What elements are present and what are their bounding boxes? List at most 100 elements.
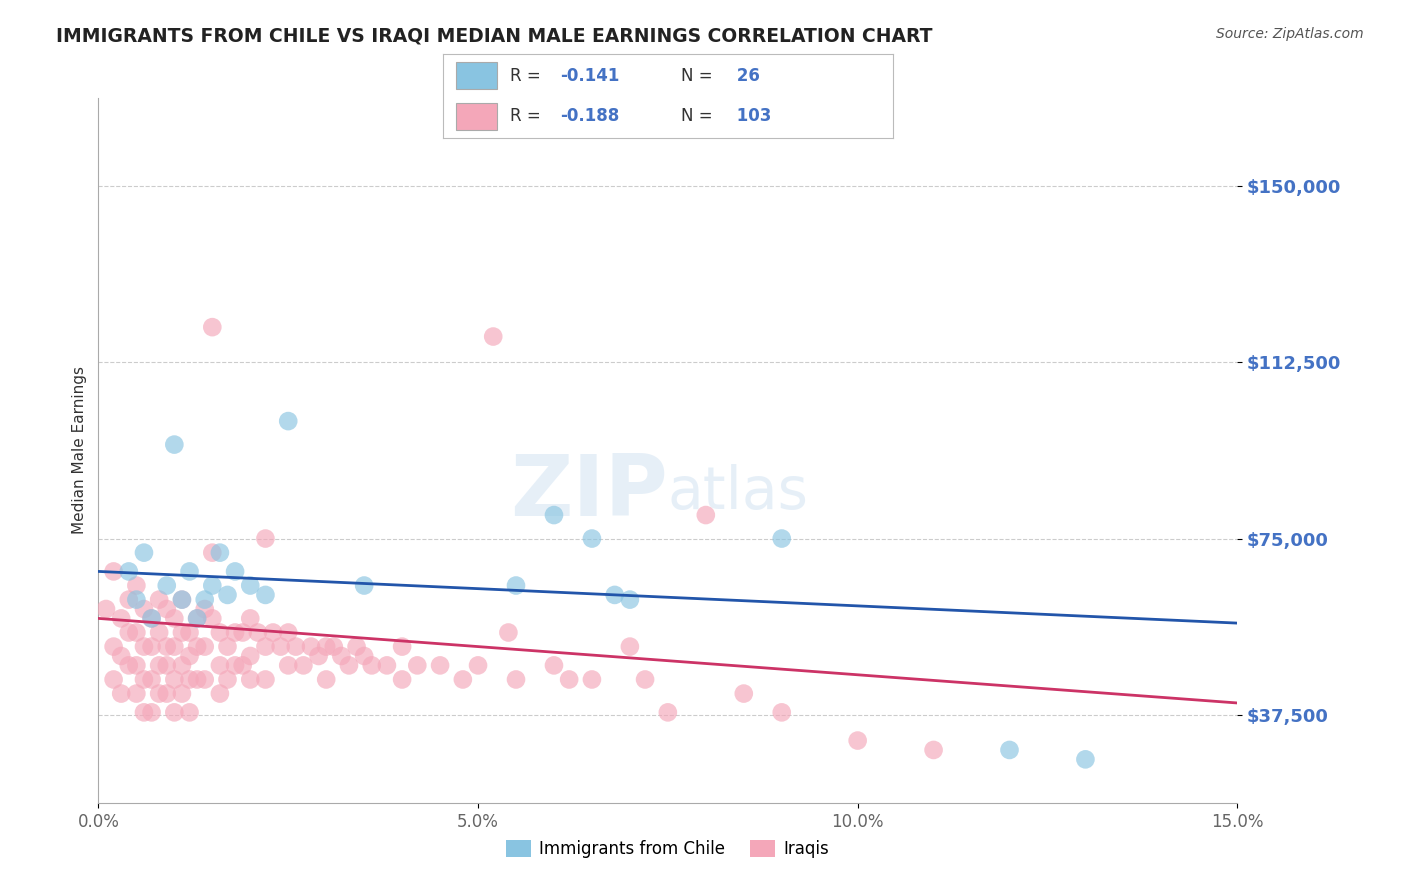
Point xyxy=(581,673,603,687)
Y-axis label: Median Male Earnings: Median Male Earnings xyxy=(72,367,87,534)
Point xyxy=(224,565,246,579)
Point xyxy=(110,648,132,663)
Point xyxy=(186,611,208,625)
Point xyxy=(217,588,239,602)
Point xyxy=(163,611,186,625)
Point xyxy=(505,673,527,687)
Point xyxy=(118,625,141,640)
Point xyxy=(375,658,398,673)
Point xyxy=(315,640,337,654)
Point xyxy=(201,611,224,625)
Point xyxy=(308,648,330,663)
Point xyxy=(194,640,217,654)
Point xyxy=(770,706,793,720)
Point xyxy=(179,625,201,640)
Text: atlas: atlas xyxy=(668,464,808,521)
Point xyxy=(179,673,201,687)
Point xyxy=(141,611,163,625)
Point xyxy=(201,578,224,592)
Point xyxy=(353,648,375,663)
Point xyxy=(770,532,793,546)
Point xyxy=(657,706,679,720)
Point xyxy=(224,625,246,640)
Point xyxy=(170,658,193,673)
Point xyxy=(132,602,155,616)
Text: -0.141: -0.141 xyxy=(560,67,619,85)
Point xyxy=(262,625,284,640)
Legend: Immigrants from Chile, Iraqis: Immigrants from Chile, Iraqis xyxy=(499,833,837,865)
Point xyxy=(110,687,132,701)
Point xyxy=(217,640,239,654)
Point xyxy=(277,414,299,428)
Point xyxy=(232,625,254,640)
Text: N =: N = xyxy=(682,107,718,125)
Point xyxy=(163,706,186,720)
Point xyxy=(163,640,186,654)
Point xyxy=(505,578,527,592)
Point xyxy=(733,687,755,701)
Point xyxy=(543,508,565,522)
Point xyxy=(391,673,413,687)
Point xyxy=(170,687,193,701)
Text: 26: 26 xyxy=(731,67,759,85)
Text: IMMIGRANTS FROM CHILE VS IRAQI MEDIAN MALE EARNINGS CORRELATION CHART: IMMIGRANTS FROM CHILE VS IRAQI MEDIAN MA… xyxy=(56,27,932,45)
Point xyxy=(141,673,163,687)
Point xyxy=(132,546,155,560)
Point xyxy=(141,706,163,720)
Point xyxy=(451,673,474,687)
Point xyxy=(94,602,117,616)
Point xyxy=(299,640,322,654)
Point xyxy=(284,640,307,654)
Point xyxy=(315,673,337,687)
Point xyxy=(360,658,382,673)
Point xyxy=(156,687,179,701)
Point xyxy=(498,625,520,640)
Point xyxy=(482,329,505,343)
Point xyxy=(292,658,315,673)
Point xyxy=(194,602,217,616)
Point xyxy=(239,578,262,592)
Point xyxy=(429,658,451,673)
Point xyxy=(118,658,141,673)
Point xyxy=(543,658,565,673)
Point xyxy=(330,648,353,663)
Point xyxy=(186,611,208,625)
Point xyxy=(186,673,208,687)
Point xyxy=(277,658,299,673)
Point xyxy=(103,673,125,687)
Point xyxy=(337,658,360,673)
Point xyxy=(239,673,262,687)
Text: ZIP: ZIP xyxy=(510,451,668,534)
Point xyxy=(125,658,148,673)
Text: 103: 103 xyxy=(731,107,772,125)
Point xyxy=(118,565,141,579)
Point xyxy=(695,508,717,522)
Point xyxy=(132,640,155,654)
Text: R =: R = xyxy=(510,107,547,125)
Point xyxy=(201,546,224,560)
Text: -0.188: -0.188 xyxy=(560,107,619,125)
Point xyxy=(254,588,277,602)
Point xyxy=(246,625,269,640)
Point xyxy=(125,625,148,640)
Point xyxy=(163,673,186,687)
Point xyxy=(217,673,239,687)
Point xyxy=(170,625,193,640)
Point xyxy=(467,658,489,673)
Point xyxy=(132,706,155,720)
Point xyxy=(170,592,193,607)
Point xyxy=(194,592,217,607)
Point xyxy=(125,578,148,592)
Point xyxy=(277,625,299,640)
Point xyxy=(125,592,148,607)
Point xyxy=(163,437,186,451)
Point xyxy=(353,578,375,592)
Point xyxy=(232,658,254,673)
Point xyxy=(270,640,292,654)
Point xyxy=(224,658,246,673)
Point xyxy=(239,648,262,663)
Point xyxy=(201,320,224,334)
Bar xyxy=(457,103,496,130)
Point xyxy=(103,640,125,654)
Point xyxy=(179,648,201,663)
